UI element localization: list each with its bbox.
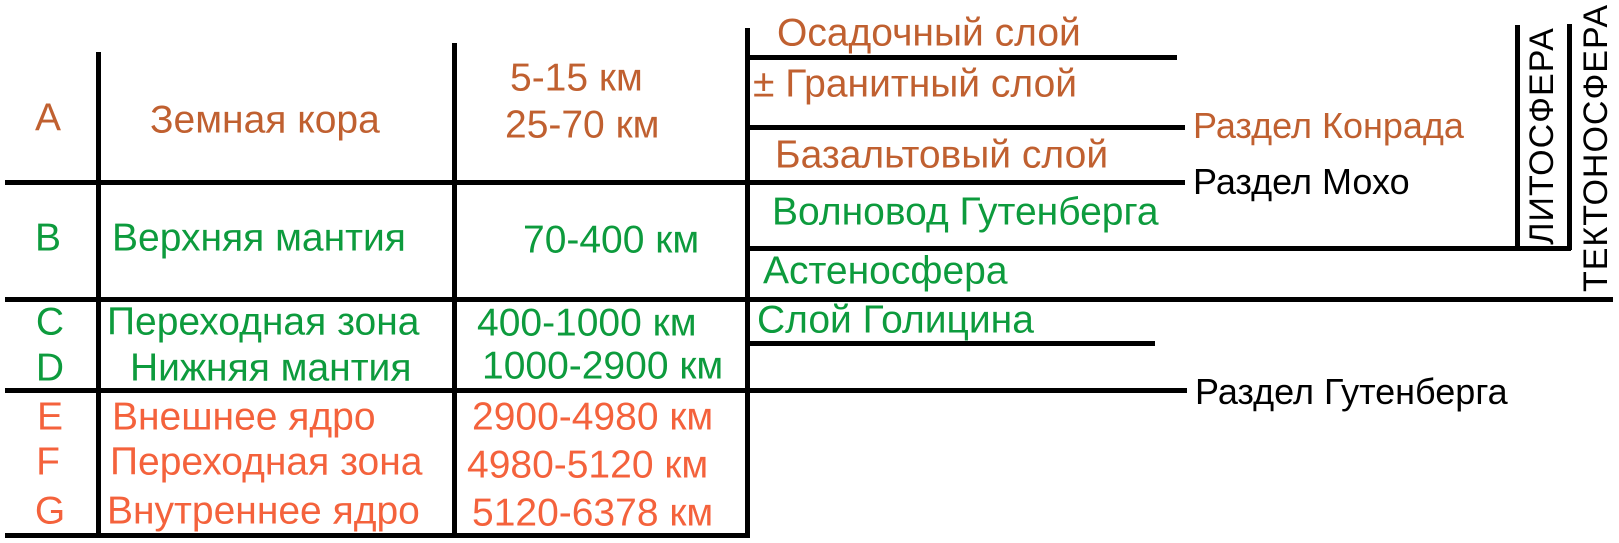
bottom-border-line [5, 533, 750, 538]
layer-letter-f: F [36, 440, 60, 484]
lithosphere-bracket-right-line [1567, 24, 1572, 250]
layer-depth-b: 70-400 км [523, 218, 700, 262]
layer-name-g: Внутреннее ядро [107, 489, 420, 533]
label-tectonosphere: ТЕКТОНОСФЕРА [1577, 3, 1615, 293]
layer-letter-g: G [34, 489, 66, 533]
label-moho-discontinuity: Раздел Мохо [1193, 161, 1410, 202]
layer-letter-d: D [35, 346, 65, 390]
sublayer-asthenosphere: Астеносфера [763, 249, 1008, 293]
layer-depth-a2: 25-70 км [505, 103, 660, 147]
sublayer-gutenberg-waveguide: Волновод Гутенберга [772, 190, 1159, 234]
layer-depth-d: 1000-2900 км [482, 344, 724, 388]
layer-depth-f: 4980-5120 км [467, 443, 709, 487]
layer-name-b: Верхняя мантия [112, 216, 406, 260]
layer-depth-a1: 5-15 км [510, 56, 643, 100]
divider-letters-names [96, 52, 101, 538]
layer-depth-g: 5120-6378 км [472, 491, 714, 535]
layer-name-e: Внешнее ядро [112, 395, 376, 439]
layer-letter-b: B [34, 216, 62, 260]
gutenberg-discontinuity-line [5, 388, 1187, 393]
divider-depths-sublayers [745, 28, 750, 538]
layer-letter-c: C [35, 300, 65, 344]
layer-depth-e: 2900-4980 км [472, 395, 714, 439]
layer-name-f: Переходная зона [110, 440, 423, 484]
layer-letter-e: E [36, 395, 64, 439]
line-under-waveguide [745, 246, 1571, 251]
b-c-divider-line [5, 297, 1613, 302]
line-under-sedimentary [745, 55, 1177, 60]
layer-name-a: Земная кора [150, 98, 380, 142]
lithosphere-bracket-left-line [1515, 25, 1520, 250]
label-gutenberg-discontinuity: Раздел Гутенберга [1195, 371, 1508, 412]
label-conrad-discontinuity: Раздел Конрада [1193, 105, 1464, 146]
sublayer-golitsyn: Слой Голицина [757, 298, 1034, 342]
layer-name-d: Нижняя мантия [130, 346, 412, 390]
layer-name-c: Переходная зона [107, 300, 420, 344]
divider-names-depths [452, 43, 457, 538]
sublayer-sedimentary: Осадочный слой [777, 11, 1081, 55]
line-under-golitsyn [745, 341, 1155, 346]
sublayer-granite: ± Гранитный слой [753, 62, 1078, 106]
moho-discontinuity-line [5, 180, 1185, 185]
layer-depth-c: 400-1000 км [477, 301, 697, 345]
label-lithosphere: ЛИТОСФЕРА [1523, 27, 1561, 245]
layer-letter-a: A [34, 96, 62, 140]
conrad-discontinuity-line [745, 125, 1185, 130]
sublayer-basalt: Базальтовый слой [775, 133, 1109, 177]
